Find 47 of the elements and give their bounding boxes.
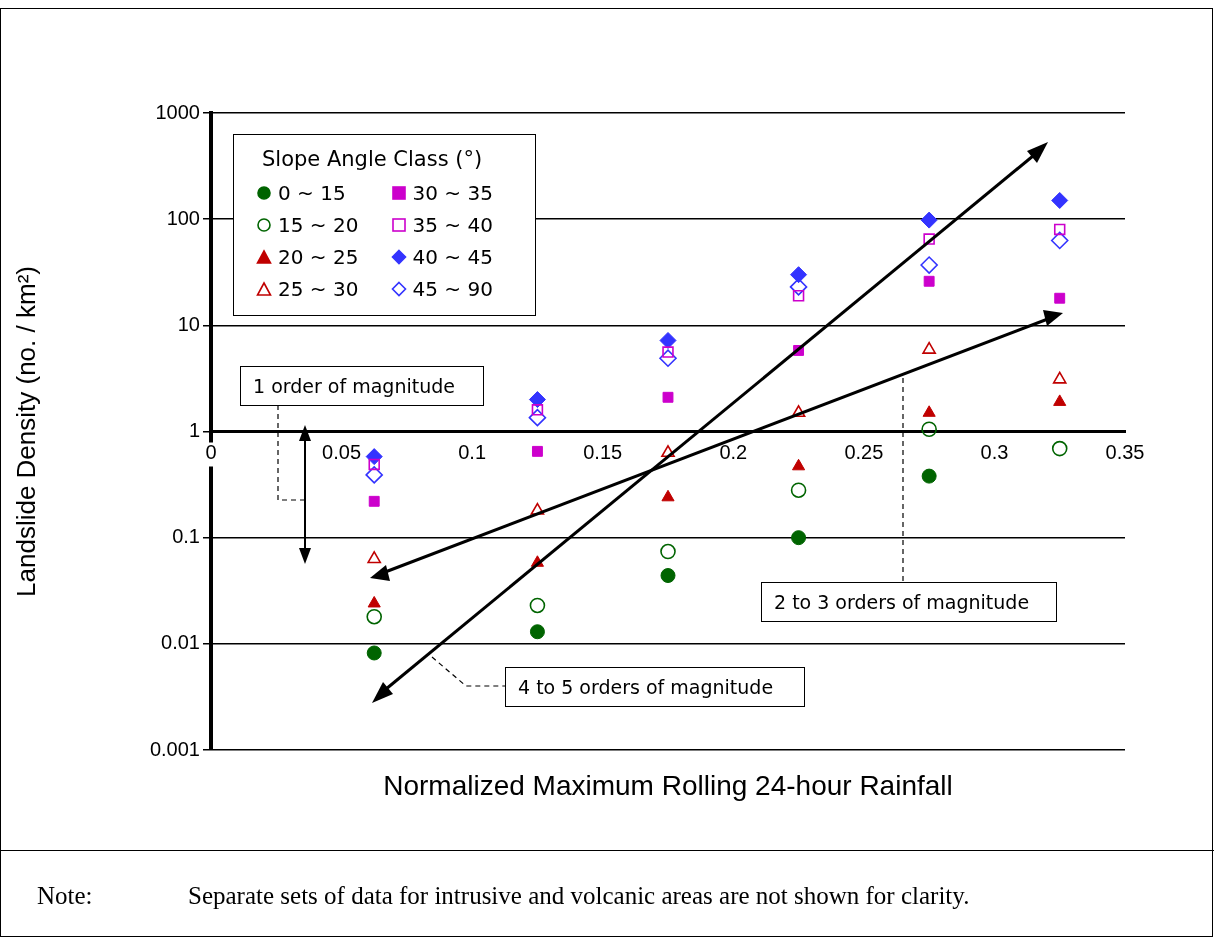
x-tick-label: 0.35 xyxy=(1105,441,1145,464)
point xyxy=(923,275,935,287)
y-tick-label: 10 xyxy=(177,312,200,335)
point xyxy=(921,421,937,438)
legend-label: 40 ~ 45 xyxy=(412,245,493,269)
point xyxy=(659,349,677,368)
point xyxy=(1053,394,1067,406)
point xyxy=(920,256,938,274)
text: Separate sets of data for intrusive and volcanic areas are not shown for clarity. xyxy=(188,882,970,910)
y-tick-label: 0.1 xyxy=(172,525,200,548)
legend-label: 25 ~ 30 xyxy=(278,277,359,301)
x-tick-label: 0.3 xyxy=(980,441,1009,464)
y-tick-label: 0.01 xyxy=(161,631,200,654)
legend-label: 20 ~ 25 xyxy=(278,245,359,269)
legend-label: 0 ~ 15 xyxy=(278,181,346,205)
x-tick-label: 0 xyxy=(205,441,217,464)
point xyxy=(1050,231,1069,250)
point xyxy=(1051,440,1068,457)
legend-label: 45 ~ 90 xyxy=(412,277,493,301)
point xyxy=(792,289,805,302)
point xyxy=(920,211,938,229)
y-axis-title: Landslide Density (no. / km²) xyxy=(10,266,41,597)
point xyxy=(528,391,546,409)
y-tick-label: 1 xyxy=(188,419,200,442)
point xyxy=(922,405,936,417)
point xyxy=(1053,223,1066,236)
point xyxy=(1054,292,1066,304)
legend-label: 35 ~ 40 xyxy=(412,213,493,237)
point xyxy=(790,266,808,284)
point xyxy=(659,331,677,349)
y-tick-label: 100 xyxy=(166,206,200,229)
legend-label: 30 ~ 35 xyxy=(412,181,493,205)
text: Note: xyxy=(37,882,93,910)
y-tick-label: 0.001 xyxy=(149,737,200,760)
point xyxy=(662,346,674,358)
point xyxy=(921,468,937,484)
legend-title: Slope Angle Class (°) xyxy=(261,147,484,171)
legend-label: 15 ~ 20 xyxy=(278,213,359,237)
y-tick-label: 1000 xyxy=(155,100,200,123)
point xyxy=(922,341,937,354)
point xyxy=(1052,371,1067,384)
point xyxy=(789,278,808,296)
point xyxy=(662,391,674,403)
x-axis-title: Normalized Maximum Rolling 24-hour Rainfall xyxy=(382,770,954,802)
annotation: 1 order of magnitude xyxy=(240,366,484,406)
point xyxy=(923,233,935,245)
point xyxy=(1051,191,1069,209)
